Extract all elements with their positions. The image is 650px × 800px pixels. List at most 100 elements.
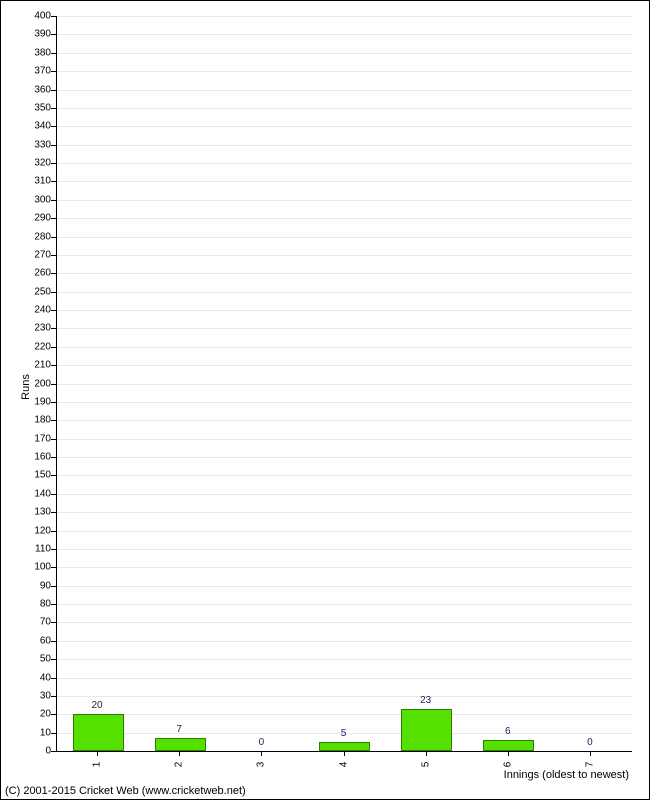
gridline (57, 402, 632, 403)
y-tick-label: 230 (11, 323, 51, 334)
gridline (57, 622, 632, 623)
gridline (57, 714, 632, 715)
y-tick-mark (51, 622, 56, 623)
y-tick-label: 380 (11, 47, 51, 58)
gridline (57, 659, 632, 660)
y-tick-mark (51, 71, 56, 72)
gridline (57, 218, 632, 219)
y-tick-label: 70 (11, 617, 51, 628)
gridline (57, 90, 632, 91)
gridline (57, 604, 632, 605)
bar (155, 738, 206, 751)
y-tick-mark (51, 384, 56, 385)
bar (73, 714, 124, 751)
y-tick-mark (51, 475, 56, 476)
gridline (57, 145, 632, 146)
y-tick-mark (51, 163, 56, 164)
y-tick-mark (51, 34, 56, 35)
y-tick-mark (51, 292, 56, 293)
y-tick-mark (51, 255, 56, 256)
y-tick-label: 250 (11, 286, 51, 297)
y-tick-label: 180 (11, 415, 51, 426)
y-tick-mark (51, 126, 56, 127)
y-tick-label: 260 (11, 268, 51, 279)
y-tick-mark (51, 659, 56, 660)
y-tick-label: 100 (11, 562, 51, 573)
y-tick-mark (51, 678, 56, 679)
y-tick-label: 370 (11, 66, 51, 77)
y-tick-mark (51, 567, 56, 568)
gridline (57, 494, 632, 495)
gridline (57, 457, 632, 458)
gridline (57, 531, 632, 532)
y-tick-label: 330 (11, 139, 51, 150)
y-tick-mark (51, 494, 56, 495)
y-tick-label: 390 (11, 29, 51, 40)
gridline (57, 641, 632, 642)
bar (319, 742, 370, 751)
y-tick-mark (51, 549, 56, 550)
y-tick-mark (51, 328, 56, 329)
bar-value-label: 20 (92, 700, 103, 711)
y-tick-mark (51, 108, 56, 109)
y-tick-mark (51, 365, 56, 366)
gridline (57, 678, 632, 679)
bar-value-label: 7 (176, 724, 182, 735)
y-tick-label: 120 (11, 525, 51, 536)
y-tick-mark (51, 531, 56, 532)
y-tick-label: 200 (11, 378, 51, 389)
y-tick-mark (51, 586, 56, 587)
y-tick-label: 170 (11, 433, 51, 444)
x-axis-title: Innings (oldest to newest) (504, 769, 629, 781)
y-tick-mark (51, 16, 56, 17)
gridline (57, 475, 632, 476)
y-tick-label: 290 (11, 213, 51, 224)
y-tick-label: 220 (11, 341, 51, 352)
y-tick-mark (51, 53, 56, 54)
gridline (57, 34, 632, 35)
gridline (57, 365, 632, 366)
y-tick-label: 10 (11, 727, 51, 738)
gridline (57, 126, 632, 127)
y-tick-label: 110 (11, 543, 51, 554)
y-tick-mark (51, 604, 56, 605)
y-tick-label: 240 (11, 305, 51, 316)
gridline (57, 181, 632, 182)
y-tick-label: 50 (11, 654, 51, 665)
y-tick-label: 300 (11, 194, 51, 205)
gridline (57, 420, 632, 421)
x-tick-label: 1 (92, 755, 103, 775)
y-tick-label: 160 (11, 452, 51, 463)
y-tick-label: 310 (11, 176, 51, 187)
y-tick-mark (51, 218, 56, 219)
gridline (57, 549, 632, 550)
gridline (57, 163, 632, 164)
gridline (57, 200, 632, 201)
gridline (57, 512, 632, 513)
y-tick-mark (51, 90, 56, 91)
y-tick-label: 280 (11, 231, 51, 242)
gridline (57, 328, 632, 329)
y-tick-mark (51, 457, 56, 458)
y-tick-label: 270 (11, 249, 51, 260)
bar-value-label: 0 (587, 737, 593, 748)
y-tick-label: 320 (11, 158, 51, 169)
y-tick-label: 350 (11, 102, 51, 113)
gridline (57, 347, 632, 348)
y-tick-label: 80 (11, 599, 51, 610)
bar-value-label: 6 (505, 726, 511, 737)
y-tick-label: 190 (11, 396, 51, 407)
gridline (57, 439, 632, 440)
gridline (57, 255, 632, 256)
y-tick-mark (51, 402, 56, 403)
gridline (57, 292, 632, 293)
x-tick-label: 4 (338, 755, 349, 775)
gridline (57, 273, 632, 274)
gridline (57, 567, 632, 568)
y-tick-label: 140 (11, 488, 51, 499)
bar-value-label: 5 (341, 728, 347, 739)
y-tick-mark (51, 751, 56, 752)
x-tick-label: 5 (420, 755, 431, 775)
y-tick-label: 150 (11, 470, 51, 481)
chart-container: Runs Innings (oldest to newest) (C) 2001… (0, 0, 650, 800)
